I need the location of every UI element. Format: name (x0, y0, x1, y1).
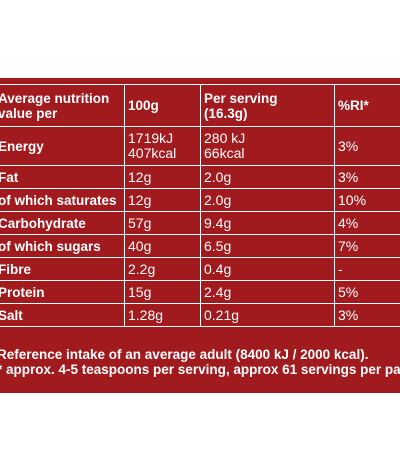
header-per-100g: 100g (124, 84, 201, 127)
row-per-serving: 2.0g (200, 165, 335, 189)
row-label: of which saturates (0, 188, 125, 212)
table-header-row: Average nutrition value per 100g Per ser… (0, 84, 400, 127)
row-label: Fat (0, 165, 125, 189)
row-label: Protein (0, 280, 125, 304)
table-row: Fat 12g 2.0g 3% (0, 165, 400, 189)
row-ri: 3% (334, 303, 400, 327)
table-row: of which saturates 12g 2.0g 10% (0, 188, 400, 212)
row-per-serving: 9.4g (200, 211, 335, 235)
serving-note: * approx. 4-5 teaspoons per serving, app… (0, 362, 400, 377)
table-row: of which sugars 40g 6.5g 7% (0, 234, 400, 258)
header-ri: %RI* (334, 84, 400, 127)
row-per-100g: 1.28g (124, 303, 201, 327)
row-per-100g: 1719kJ 407kcal (124, 126, 201, 166)
row-ri: 3% (334, 126, 400, 166)
row-per-100g: 40g (124, 234, 201, 258)
row-per-100g: 12g (124, 188, 201, 212)
table-row: Salt 1.28g 0.21g 3% (0, 303, 400, 327)
row-per-serving: 2.4g (200, 280, 335, 304)
header-per-serving: Per serving (16.3g) (200, 84, 335, 127)
table-row: Fibre 2.2g 0.4g - (0, 257, 400, 281)
row-per-serving: 6.5g (200, 234, 335, 258)
row-ri: 4% (334, 211, 400, 235)
row-ri: 5% (334, 280, 400, 304)
header-nutrition-label: Average nutrition value per (0, 84, 125, 127)
footnotes: Reference intake of an average adult (84… (0, 347, 400, 377)
row-per-serving: 0.21g (200, 303, 335, 327)
row-per-100g: 57g (124, 211, 201, 235)
row-ri: 3% (334, 165, 400, 189)
row-per-100g: 12g (124, 165, 201, 189)
row-label: Fibre (0, 257, 125, 281)
row-per-serving: 0.4g (200, 257, 335, 281)
reference-intake-note: Reference intake of an average adult (84… (0, 347, 369, 362)
row-ri: 7% (334, 234, 400, 258)
row-per-100g: 15g (124, 280, 201, 304)
row-per-serving: 280 kJ 66kcal (200, 126, 335, 166)
table-row: Carbohydrate 57g 9.4g 4% (0, 211, 400, 235)
row-label: of which sugars (0, 234, 125, 258)
nutrition-table: Average nutrition value per 100g Per ser… (0, 84, 400, 327)
nutrition-panel: Average nutrition value per 100g Per ser… (0, 78, 400, 393)
table-row: Protein 15g 2.4g 5% (0, 280, 400, 304)
table-row-energy: Energy 1719kJ 407kcal 280 kJ 66kcal 3% (0, 126, 400, 166)
row-per-serving: 2.0g (200, 188, 335, 212)
row-per-100g: 2.2g (124, 257, 201, 281)
row-ri: - (334, 257, 400, 281)
row-label: Energy (0, 126, 125, 166)
row-label: Salt (0, 303, 125, 327)
row-label: Carbohydrate (0, 211, 125, 235)
row-ri: 10% (334, 188, 400, 212)
